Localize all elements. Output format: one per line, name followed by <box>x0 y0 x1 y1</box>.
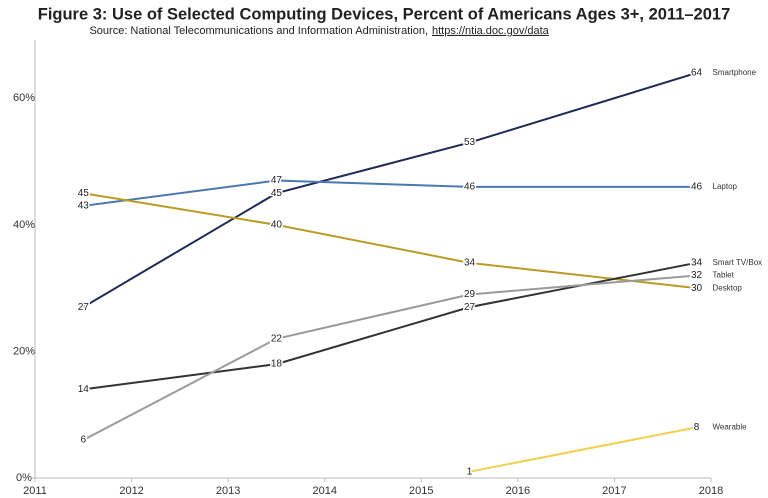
series-line <box>82 274 697 441</box>
data-label: 47 <box>271 175 283 186</box>
y-tick-label: 20% <box>13 345 35 357</box>
data-label: 32 <box>691 270 703 281</box>
series-line <box>83 179 697 207</box>
data-label: 6 <box>81 435 87 446</box>
x-tick-label: 2011 <box>23 485 47 497</box>
data-label: 43 <box>78 201 90 212</box>
data-label: 27 <box>464 302 476 313</box>
y-tick-label: 0% <box>16 472 32 484</box>
data-label: 22 <box>271 333 283 344</box>
source-url: https://ntia.doc.gov/data <box>432 25 550 37</box>
series-label: Wearable <box>713 422 748 431</box>
x-tick-label: 2013 <box>216 485 240 497</box>
y-tick-label: 60% <box>13 92 35 104</box>
series-line <box>82 72 697 308</box>
data-label: 53 <box>464 137 476 148</box>
data-label: 34 <box>691 257 703 268</box>
source: Source: National Telecommunications and … <box>89 25 428 37</box>
data-label: 64 <box>691 68 703 79</box>
chart-title: Figure 3: Use of Selected Computing Devi… <box>38 5 731 23</box>
data-label: 45 <box>271 188 283 199</box>
data-label: 46 <box>691 182 703 193</box>
series-label: Tablet <box>713 271 735 280</box>
series-label: Smart TV/Box <box>713 258 763 267</box>
y-tick-label: 40% <box>13 219 35 231</box>
data-label: 30 <box>691 283 703 294</box>
data-label: 34 <box>464 257 476 268</box>
x-tick-label: 2018 <box>699 485 723 497</box>
series-label: Laptop <box>713 182 738 191</box>
data-label: 45 <box>78 188 90 199</box>
series-line <box>83 192 697 290</box>
series-line <box>83 261 697 391</box>
series-label: Desktop <box>713 283 743 292</box>
x-tick-label: 2017 <box>602 485 626 497</box>
data-label: 29 <box>464 289 476 300</box>
x-tick-label: 2012 <box>119 485 143 497</box>
x-tick-label: 2014 <box>312 485 336 497</box>
data-label: 18 <box>271 359 283 370</box>
data-label: 14 <box>78 384 90 395</box>
x-tick-label: 2015 <box>409 485 433 497</box>
data-label: 8 <box>694 422 700 433</box>
series-line <box>469 426 697 473</box>
data-label: 46 <box>464 182 476 193</box>
data-label: 40 <box>271 219 283 230</box>
x-tick-label: 2016 <box>506 485 530 497</box>
data-label: 27 <box>78 302 90 313</box>
series-label: Smartphone <box>713 68 757 77</box>
data-label: 1 <box>467 466 473 477</box>
